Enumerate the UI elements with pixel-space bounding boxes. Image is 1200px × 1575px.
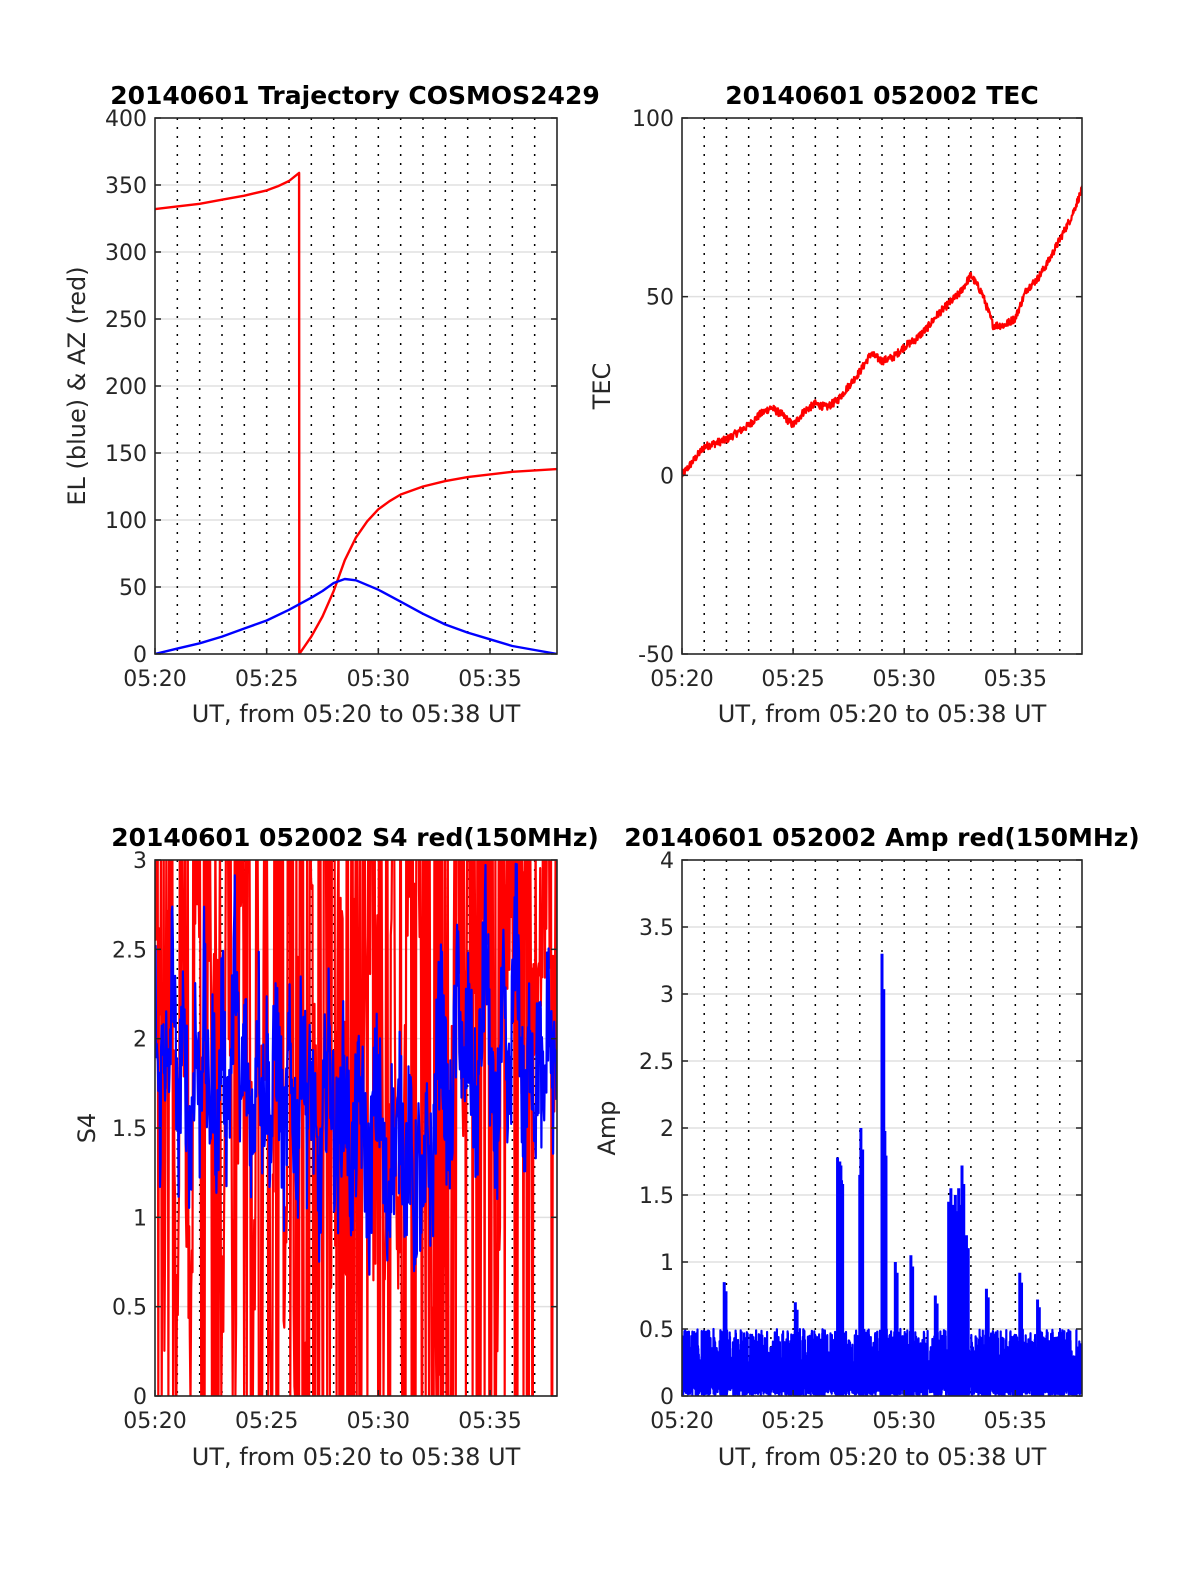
ytick-label: -50 [638,643,674,668]
ytick-label: 150 [105,442,147,467]
ytick-label: 3 [133,849,147,874]
ytick-label: 0 [133,643,147,668]
xtick-label: 05:25 [761,667,824,692]
xtick-label: 05:20 [650,667,713,692]
x-axis-label: UT, from 05:20 to 05:38 UT [192,1443,521,1471]
xtick-label: 05:30 [347,1409,410,1434]
ytick-label: 0 [660,1385,674,1410]
ytick-label: 0 [133,1385,147,1410]
ytick-label: 50 [646,286,674,311]
tec-panel: -50 0 50 100 05:20 05:25 05:30 05:35 20140601 05… [588,81,1083,728]
series-line [682,185,1082,478]
ytick-label: 2 [133,1028,147,1053]
y-axis-label: S4 [73,1113,101,1144]
ytick-label: 300 [105,241,147,266]
series-line [155,577,557,654]
xtick-label: 05:35 [984,667,1047,692]
ytick-label: 1 [133,1206,147,1231]
ytick-label: 4 [660,849,674,874]
ytick-label: 1.5 [112,1117,147,1142]
ytick-label: 0 [660,464,674,489]
x-axis-label: UT, from 05:20 to 05:38 UT [718,700,1047,728]
xtick-label: 05:35 [458,1409,521,1434]
xtick-label: 05:20 [650,1409,713,1434]
ytick-label: 3.5 [639,916,674,941]
ytick-label: 250 [105,308,147,333]
ytick-label: 0.5 [112,1296,147,1321]
chart-title: 20140601 Trajectory COSMOS2429 [110,81,600,110]
plot-area [155,860,557,1396]
x-axis-label: UT, from 05:20 to 05:38 UT [718,1443,1047,1471]
trajectory-panel: 0 50 100 150 200 250 300 350 400 05:20 05:25 05:30 0… [63,81,600,728]
xtick-label: 05:35 [458,667,521,692]
chart-title: 20140601 052002 Amp red(150MHz) [624,823,1140,852]
ytick-label: 1.5 [639,1184,674,1209]
y-axis-label: TEC [588,363,616,411]
ytick-label: 2.5 [112,938,147,963]
xtick-label: 05:30 [873,1409,936,1434]
ytick-label: 3 [660,983,674,1008]
y-axis-label: Amp [593,1100,621,1155]
chart-title: 20140601 052002 S4 red(150MHz) [111,823,599,852]
plot-area [682,953,1082,1396]
xtick-label: 05:20 [123,1409,186,1434]
xtick-label: 05:30 [873,667,936,692]
ytick-label: 1 [660,1251,674,1276]
xtick-label: 05:25 [761,1409,824,1434]
plot-area [155,171,557,654]
ytick-label: 2.5 [639,1050,674,1075]
series-line [155,171,557,654]
y-axis-label: EL (blue) & AZ (red) [63,266,91,505]
ytick-label: 0.5 [639,1318,674,1343]
xtick-label: 05:20 [123,667,186,692]
ytick-label: 400 [105,107,147,132]
ytick-label: 100 [632,107,674,132]
plot-area [682,185,1082,478]
ytick-label: 2 [660,1117,674,1142]
ytick-label: 50 [119,576,147,601]
s4-panel: 0 0.5 1 1.5 2 2.5 3 05:20 05:25 05:30 05:35 2014060… [73,823,599,1471]
xtick-label: 05:30 [347,667,410,692]
series-line [155,862,557,1276]
xtick-label: 05:25 [235,1409,298,1434]
xtick-label: 05:25 [235,667,298,692]
x-axis-label: UT, from 05:20 to 05:38 UT [192,700,521,728]
chart-title: 20140601 052002 TEC [725,81,1038,110]
series-line [155,860,557,1396]
ytick-label: 100 [105,509,147,534]
ytick-label: 350 [105,174,147,199]
ytick-label: 200 [105,375,147,400]
xtick-label: 05:35 [984,1409,1047,1434]
axes-box [681,117,1083,655]
amp-panel: 0 0.5 1 1.5 2 2.5 3 3.5 4 05:20 05:25 05:30 05:35 201… [593,823,1140,1471]
